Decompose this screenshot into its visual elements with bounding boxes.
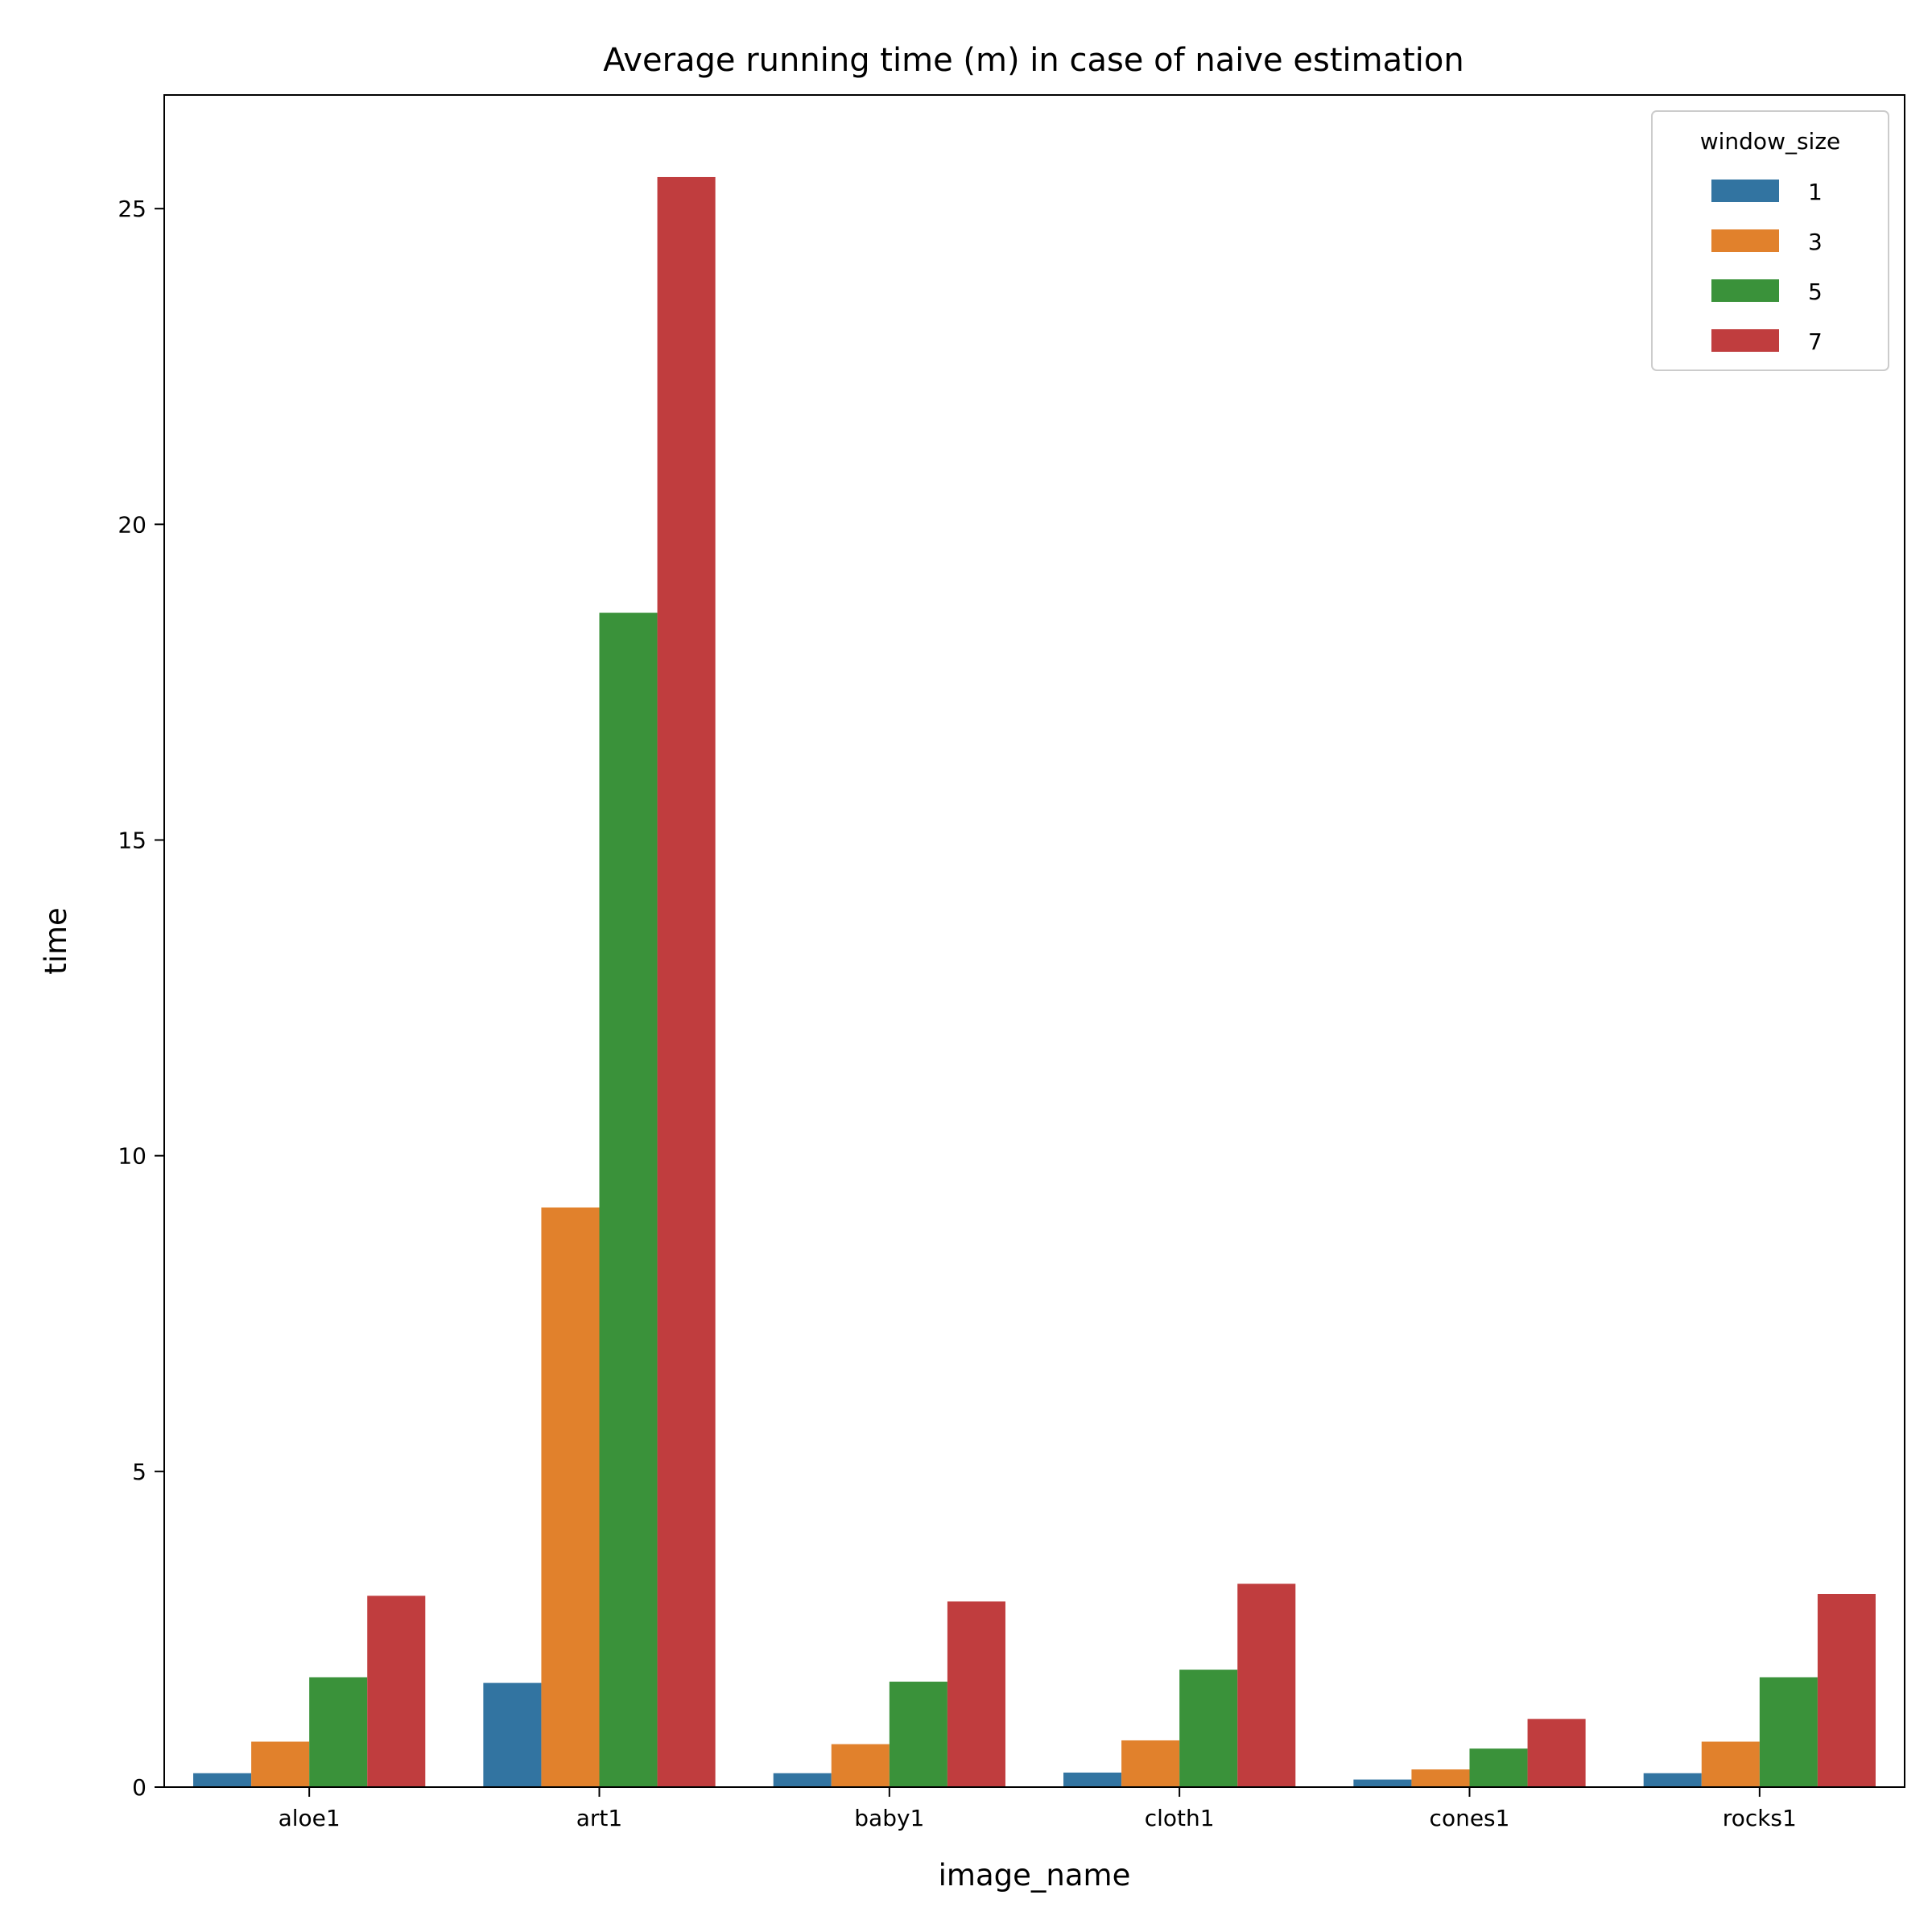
bar-cloth1-3 (1121, 1740, 1180, 1787)
y-tick-label: 0 (132, 1774, 147, 1801)
y-tick-label: 25 (118, 196, 147, 222)
legend-swatch-1 (1711, 180, 1779, 202)
legend-label-5: 5 (1808, 279, 1823, 305)
bars-group (193, 176, 1876, 1788)
x-tick-label: cones1 (1430, 1805, 1510, 1831)
bar-baby1-3 (831, 1744, 890, 1787)
bar-cloth1-1 (1063, 1772, 1122, 1787)
y-tick-label: 10 (118, 1143, 147, 1170)
plot-frame (163, 94, 1905, 1788)
x-axis: aloe1 art1 baby1 cloth1 cones1 rocks1 (279, 1787, 1797, 1831)
y-tick-label: 5 (132, 1459, 147, 1485)
bar-rocks1-7 (1817, 1593, 1876, 1787)
y-tick-label: 20 (118, 511, 147, 538)
bar-aloe1-1 (193, 1773, 252, 1787)
legend-label-3: 3 (1808, 229, 1823, 255)
x-tick-label: baby1 (854, 1805, 924, 1831)
legend-items: 1 3 5 7 (1711, 179, 1823, 355)
y-tick-label: 15 (118, 828, 147, 854)
bar-cloth1-7 (1237, 1583, 1296, 1787)
chart-title: Average running time (m) in case of naiv… (603, 42, 1463, 79)
bar-aloe1-7 (367, 1596, 426, 1787)
x-tick-label: rocks1 (1723, 1805, 1797, 1831)
legend-swatch-7 (1711, 329, 1779, 352)
bar-art1-5 (599, 613, 658, 1788)
legend-title: window_size (1700, 128, 1841, 155)
bar-art1-7 (657, 176, 716, 1788)
bar-rocks1-3 (1701, 1741, 1760, 1787)
legend: window_size 1 3 5 7 (1651, 110, 1889, 371)
bar-aloe1-3 (251, 1741, 310, 1787)
legend-swatch-5 (1711, 279, 1779, 302)
y-axis-label: time (39, 907, 73, 975)
legend-label-7: 7 (1808, 328, 1823, 355)
bar-art1-3 (541, 1207, 600, 1787)
x-tick-label: aloe1 (279, 1805, 341, 1831)
x-tick-label: art1 (576, 1805, 622, 1831)
bar-rocks1-1 (1643, 1773, 1702, 1787)
bar-cones1-1 (1353, 1779, 1412, 1787)
bar-baby1-7 (947, 1601, 1005, 1787)
x-axis-label: image_name (939, 1858, 1131, 1893)
bar-baby1-1 (773, 1773, 832, 1787)
legend-label-1: 1 (1808, 179, 1823, 205)
bar-cones1-7 (1527, 1719, 1586, 1787)
y-axis: 0 5 10 15 20 25 (118, 196, 164, 1801)
bar-cloth1-5 (1179, 1670, 1238, 1787)
x-tick-label: cloth1 (1145, 1805, 1215, 1831)
bar-cones1-3 (1411, 1769, 1470, 1787)
bar-rocks1-5 (1759, 1677, 1818, 1787)
bar-aloe1-5 (309, 1677, 368, 1787)
legend-swatch-3 (1711, 229, 1779, 252)
bar-cones1-5 (1469, 1748, 1528, 1787)
bar-baby1-5 (889, 1682, 947, 1787)
bar-art1-1 (483, 1682, 542, 1787)
